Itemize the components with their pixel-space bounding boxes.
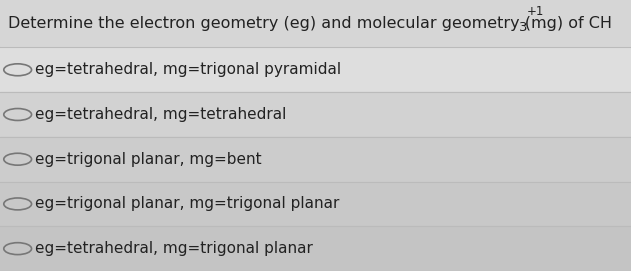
Bar xyxy=(0,0,631,47)
Text: 3: 3 xyxy=(519,21,527,34)
Text: +1: +1 xyxy=(527,5,545,18)
Bar xyxy=(0,226,631,271)
Bar xyxy=(0,92,631,137)
Bar xyxy=(0,182,631,226)
Bar xyxy=(0,137,631,182)
Text: eg=tetrahedral, mg=trigonal planar: eg=tetrahedral, mg=trigonal planar xyxy=(35,241,312,256)
Text: .: . xyxy=(541,16,546,31)
Text: eg=trigonal planar, mg=trigonal planar: eg=trigonal planar, mg=trigonal planar xyxy=(35,196,339,211)
Text: Determine the electron geometry (eg) and molecular geometry (mg) of CH: Determine the electron geometry (eg) and… xyxy=(8,16,611,31)
Text: eg=trigonal planar, mg=bent: eg=trigonal planar, mg=bent xyxy=(35,152,261,167)
Bar xyxy=(0,47,631,92)
Text: eg=tetrahedral, mg=tetrahedral: eg=tetrahedral, mg=tetrahedral xyxy=(35,107,286,122)
Text: eg=tetrahedral, mg=trigonal pyramidal: eg=tetrahedral, mg=trigonal pyramidal xyxy=(35,62,341,77)
